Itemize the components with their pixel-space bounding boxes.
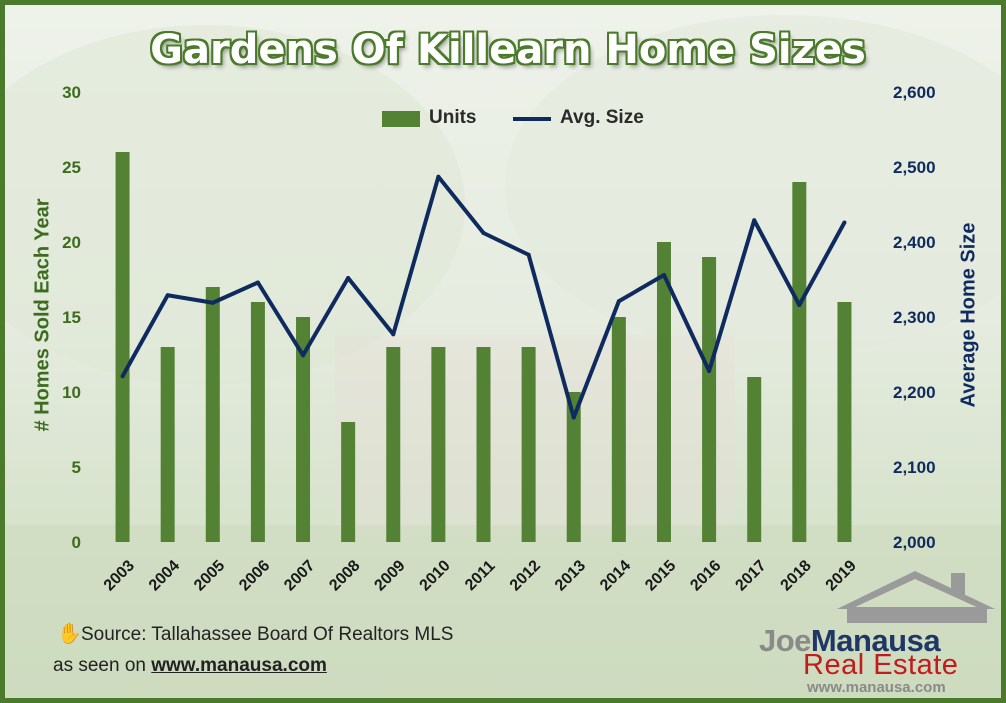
line-series-avg-size <box>120 174 847 420</box>
avg-size-point-2010 <box>436 174 441 179</box>
right-axis-ticks: 2,000 2,100 2,200 2,300 2,400 2,500 2,600 <box>893 83 936 552</box>
right-tick-label: 2,400 <box>893 233 936 252</box>
hand-icon: ✋ <box>57 623 82 645</box>
right-tick-label: 2,300 <box>893 308 936 327</box>
bar-2017 <box>747 377 762 542</box>
right-tick-label: 2,500 <box>893 158 936 177</box>
x-tick-label: 2008 <box>326 557 363 594</box>
left-tick-label: 10 <box>62 383 81 402</box>
left-tick-label: 0 <box>72 533 81 552</box>
source-note: ✋Source: Tallahassee Board Of Realtors M… <box>57 621 453 646</box>
right-tick-label: 2,200 <box>893 383 936 402</box>
house-icon <box>837 571 995 623</box>
bar-2011 <box>476 347 491 542</box>
right-tick-label: 2,100 <box>893 458 936 477</box>
x-tick-label: 2007 <box>281 557 318 594</box>
avg-size-point-2007 <box>301 353 306 358</box>
avg-size-point-2005 <box>210 300 215 305</box>
bar-2007 <box>296 317 311 542</box>
avg-size-point-2003 <box>120 374 125 379</box>
x-tick-label: 2004 <box>146 557 183 594</box>
right-tick-label: 2,600 <box>893 83 936 102</box>
seen-on-link[interactable]: www.manausa.com <box>151 655 327 676</box>
bar-2006 <box>250 302 265 542</box>
seen-on-note: as seen on www.manausa.com <box>53 655 327 677</box>
left-tick-label: 20 <box>62 233 81 252</box>
bar-2010 <box>431 347 446 542</box>
logo-manausa: Manausa <box>810 623 941 658</box>
seen-on-prefix: as seen on <box>53 655 152 676</box>
x-tick-label: 2010 <box>417 557 454 594</box>
left-tick-label: 30 <box>62 83 81 102</box>
left-tick-label: 25 <box>62 158 81 177</box>
x-tick-label: 2009 <box>371 557 408 594</box>
avg-size-point-2014 <box>616 299 621 304</box>
legend-size-swatch <box>513 117 551 121</box>
bar-2005 <box>205 287 220 542</box>
bar-2013 <box>566 392 581 542</box>
avg-size-point-2008 <box>346 276 351 280</box>
avg-size-point-2009 <box>391 332 396 337</box>
legend-units-label: Units <box>429 107 477 128</box>
bar-2019 <box>837 302 852 542</box>
avg-size-point-2004 <box>165 293 170 298</box>
right-tick-label: 2,000 <box>893 533 936 552</box>
avg-size-point-2018 <box>797 303 802 307</box>
x-tick-label: 2006 <box>236 557 273 594</box>
logo-joe: Joe <box>759 623 811 658</box>
avg-size-point-2013 <box>571 415 576 420</box>
y-axis-left-title: # Homes Sold Each Year <box>31 198 54 432</box>
bar-2004 <box>160 347 175 542</box>
y-axis-right-title: Average Home Size <box>957 222 980 408</box>
avg-size-point-2015 <box>661 273 666 277</box>
avg-size-point-2012 <box>526 252 531 257</box>
legend-units-swatch <box>382 111 420 127</box>
x-tick-label: 2015 <box>642 557 679 594</box>
bar-2014 <box>611 317 626 542</box>
bar-2009 <box>386 347 401 542</box>
company-logo: JoeManausa Real Estate www.manausa.com <box>755 567 995 696</box>
bar-2012 <box>521 347 536 542</box>
x-tick-label: 2016 <box>687 557 724 594</box>
logo-wordmark: JoeManausa <box>759 623 941 659</box>
left-axis-ticks: 0 5 10 15 20 25 30 <box>62 83 81 552</box>
logo-url: www.manausa.com <box>807 679 946 696</box>
bar-2015 <box>656 242 671 542</box>
bar-series-units <box>115 152 852 542</box>
avg-size-point-2006 <box>255 280 260 285</box>
avg-size-point-2016 <box>707 369 712 373</box>
avg-size-point-2019 <box>842 220 847 225</box>
bar-2016 <box>702 257 717 542</box>
x-tick-label: 2011 <box>462 557 499 594</box>
bar-2003 <box>115 152 130 542</box>
left-tick-label: 5 <box>72 458 81 477</box>
x-axis-ticks: 2003 2004 2005 2006 2007 2008 2009 2010 2011 2012… <box>101 557 860 594</box>
x-tick-label: 2005 <box>191 557 228 594</box>
legend-size-label: Avg. Size <box>560 107 644 128</box>
bar-2018 <box>792 182 807 542</box>
logo-real-estate: Real Estate <box>803 649 959 681</box>
x-tick-label: 2013 <box>552 557 589 594</box>
chart-title: Gardens Of Killearn Home Sizes <box>150 27 866 73</box>
left-tick-label: 15 <box>62 308 81 327</box>
avg-size-point-2017 <box>752 218 757 223</box>
bar-2008 <box>341 422 356 542</box>
x-tick-label: 2012 <box>507 557 544 594</box>
x-tick-label: 2014 <box>597 557 634 594</box>
source-text: Source: Tallahassee Board Of Realtors ML… <box>81 624 454 645</box>
x-tick-label: 2003 <box>101 557 138 594</box>
avg-size-point-2011 <box>481 231 486 235</box>
